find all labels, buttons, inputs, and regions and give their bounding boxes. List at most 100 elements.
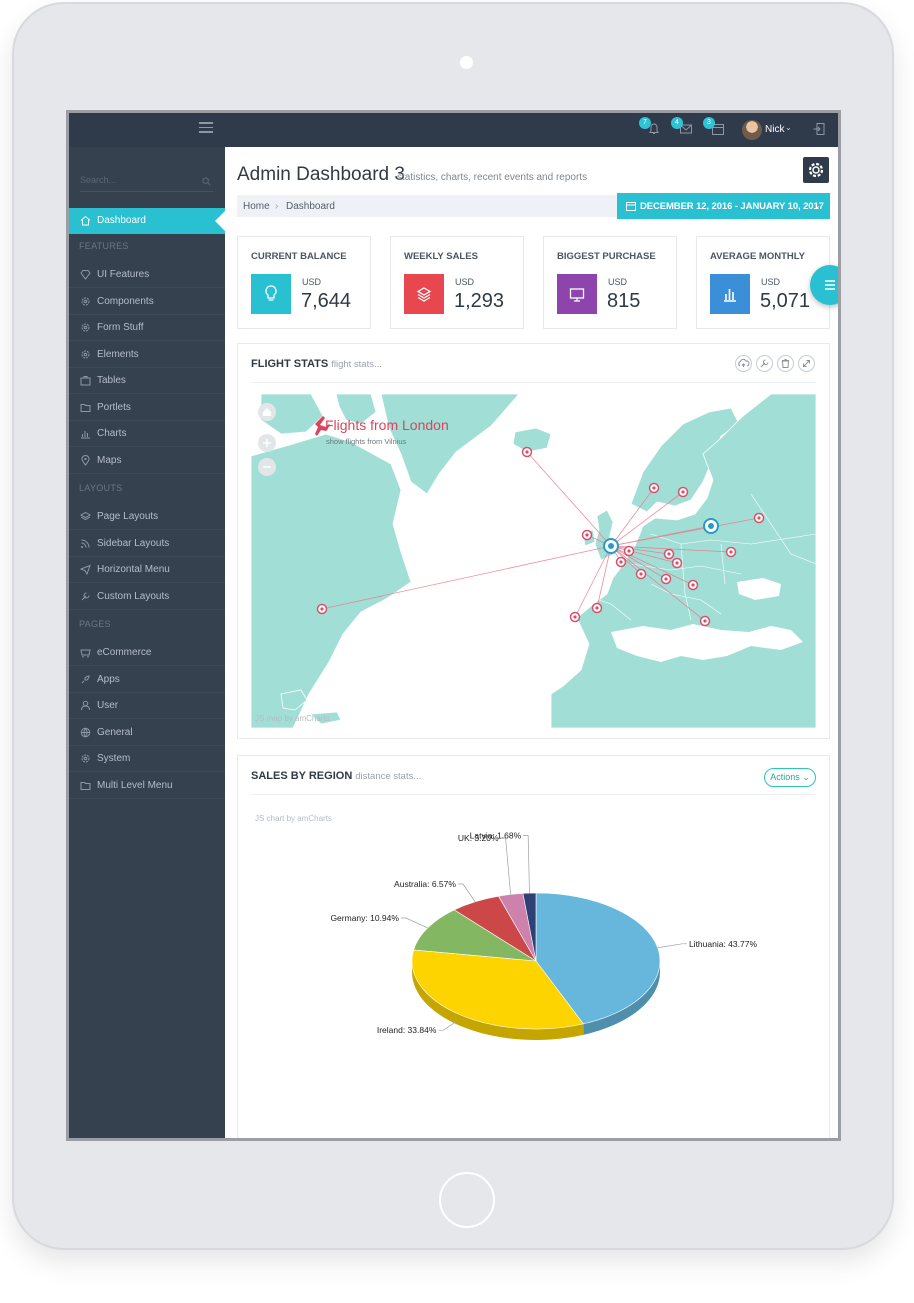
sidebar-item-label: Multi Level Menu (97, 780, 173, 791)
gear-icon (81, 754, 90, 763)
cloud-upload-icon[interactable] (735, 355, 752, 372)
map-credit[interactable]: JS map by amCharts (255, 714, 330, 723)
sidebar-item-page-layouts[interactable]: Page Layouts (69, 504, 225, 530)
map-home-button[interactable] (258, 403, 276, 421)
layers-icon (80, 511, 91, 521)
section-heading-layouts: LAYOUTS (79, 483, 123, 493)
chevron-down-icon: ⌄ (802, 772, 810, 782)
calendar-icon (626, 202, 636, 211)
pie-slice[interactable] (535, 892, 661, 1025)
user-name[interactable]: Nick (765, 124, 785, 135)
sidebar-item-label: Components (97, 296, 154, 307)
main-content: Admin Dashboard 3 statistics, charts, re… (225, 147, 838, 1138)
quick-menu-button[interactable] (810, 265, 838, 305)
bell-icon[interactable]: 7 (639, 117, 661, 136)
chart-credit[interactable]: JS chart by amCharts (255, 814, 332, 823)
stat-currency: USD (455, 277, 475, 287)
sidebar-item-elements[interactable]: Elements (69, 342, 225, 368)
hamburger-icon[interactable] (199, 122, 213, 134)
portlet-title: SALES BY REGION distance stats... (251, 770, 421, 782)
sidebar: Search... Dashboard FEATURES UI Features… (69, 147, 225, 1138)
pie-chart[interactable]: Lithuania: 43.77% Ireland: 33.84% Germany:… (238, 756, 831, 1116)
home-icon (263, 408, 271, 416)
sidebar-item-portlets[interactable]: Portlets (69, 395, 225, 421)
section-heading-features: FEATURES (79, 241, 129, 251)
fullscreen-icon[interactable] (798, 355, 815, 372)
portlet-subtitle: flight stats... (331, 359, 382, 370)
stat-value: 815 (607, 290, 641, 312)
zoom-in-button[interactable] (258, 434, 276, 452)
settings-icon (81, 323, 90, 332)
stat-card-current-balance: CURRENT BALANCE USD 7,644 (237, 236, 371, 329)
monitor-icon (569, 288, 585, 302)
sidebar-item-form-stuff[interactable]: Form Stuff (69, 315, 225, 341)
message-badge: 4 (671, 117, 683, 129)
avatar[interactable] (742, 120, 762, 140)
camera (460, 56, 473, 69)
sidebar-item-label: eCommerce (97, 647, 152, 658)
sidebar-item-ecommerce[interactable]: eCommerce (69, 640, 225, 666)
envelope-icon[interactable]: 4 (671, 117, 693, 136)
stat-title: AVERAGE MONTHLY (710, 251, 806, 262)
sidebar-item-multi-level-menu[interactable]: Multi Level Menu (69, 773, 225, 799)
trash-icon[interactable] (777, 355, 794, 372)
stat-title: WEEKLY SALES (404, 251, 478, 262)
settings-button[interactable] (803, 157, 829, 183)
pie-leader-line (657, 943, 687, 949)
chevron-down-icon: ⌄ (814, 201, 821, 210)
zoom-out-button[interactable] (258, 458, 276, 476)
date-range-button[interactable]: DECEMBER 12, 2016 - JANUARY 10, 2017 ⌄ (617, 193, 830, 219)
sidebar-item-label: Horizontal Menu (97, 564, 170, 575)
sidebar-item-system[interactable]: System (69, 746, 225, 772)
sidebar-item-maps[interactable]: Maps (69, 448, 225, 474)
pie-slice-side (412, 961, 584, 1040)
menu-icon (825, 280, 835, 290)
chevron-down-icon[interactable]: ⌄ (785, 123, 792, 132)
hub-markers (603, 518, 719, 554)
pie-label: Lithuania: 43.77% (689, 939, 757, 949)
sidebar-item-custom-layouts[interactable]: Custom Layouts (69, 584, 225, 610)
wrench-icon (81, 592, 90, 601)
pie-label: Ireland: 33.84% (377, 1025, 437, 1035)
flight-stats-portlet: FLIGHT STATS flight stats... (237, 343, 830, 739)
wrench-icon[interactable] (756, 355, 773, 372)
home-button[interactable] (439, 1172, 495, 1228)
sidebar-item-tables[interactable]: Tables (69, 368, 225, 394)
basket-icon (80, 649, 91, 658)
user-icon (81, 700, 90, 711)
sidebar-item-dashboard[interactable]: Dashboard (69, 208, 225, 234)
search-input[interactable]: Search... (80, 172, 213, 192)
portlet-divider (251, 794, 816, 795)
stat-value: 7,644 (301, 290, 352, 312)
sidebar-item-horizontal-menu[interactable]: Horizontal Menu (69, 557, 225, 583)
sidebar-item-charts[interactable]: Charts (69, 421, 225, 447)
pie-slice[interactable] (411, 949, 584, 1030)
stat-currency: USD (302, 277, 322, 287)
sidebar-item-label: Charts (97, 428, 127, 439)
actions-dropdown-button[interactable]: Actions ⌄ (764, 768, 816, 787)
sidebar-item-sidebar-layouts[interactable]: Sidebar Layouts (69, 531, 225, 557)
sidebar-item-user[interactable]: User (69, 693, 225, 719)
stat-icon-box (710, 274, 750, 314)
map-subtitle-link[interactable]: show flights from Vilnius (326, 437, 407, 446)
breadcrumb-current: Dashboard (286, 201, 335, 212)
bar-chart-icon (724, 289, 736, 302)
sidebar-item-components[interactable]: Components (69, 289, 225, 315)
sidebar-item-label: General (97, 727, 133, 738)
sidebar-item-general[interactable]: General (69, 720, 225, 746)
sidebar-item-ui-features[interactable]: UI Features (69, 262, 225, 288)
folder-icon (80, 782, 91, 790)
calendar-icon[interactable]: 3 (703, 117, 725, 136)
sidebar-item-label: Elements (97, 349, 139, 360)
breadcrumb-home[interactable]: Home (243, 201, 270, 212)
pie-leader-line (500, 837, 511, 895)
flight-map[interactable]: Flights from London show flights from Vi… (251, 394, 816, 728)
sidebar-item-apps[interactable]: Apps (69, 667, 225, 693)
logout-icon[interactable] (812, 122, 826, 136)
pie-leader-line (400, 917, 428, 929)
lightbulb-icon (265, 285, 277, 301)
map-pin-icon (81, 455, 90, 466)
pie-label: Germany: 10.94% (330, 913, 399, 923)
search-icon[interactable] (202, 177, 211, 186)
actions-label: Actions (770, 772, 800, 782)
